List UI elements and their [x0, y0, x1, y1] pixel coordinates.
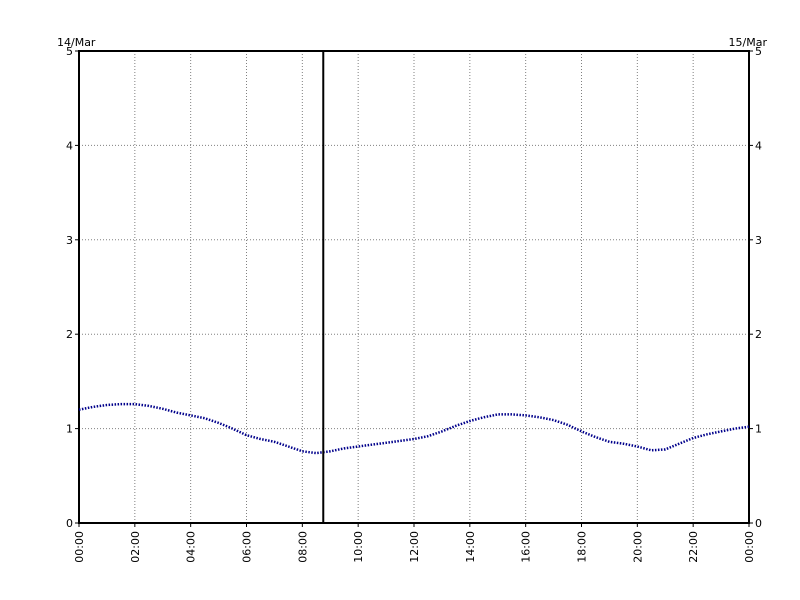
plot-frame: [78, 50, 750, 524]
y-tick-label-left: 1: [66, 423, 73, 436]
x-tick-label: 22:00: [687, 531, 700, 563]
date-label-right: 15/Mar: [729, 36, 768, 49]
x-tick-label: 00:00: [743, 531, 756, 563]
y-tick-label-left: 5: [66, 45, 73, 58]
x-tick-label: 08:00: [296, 531, 309, 563]
y-tick-label-left: 3: [66, 234, 73, 247]
x-tick-label: 06:00: [241, 531, 254, 563]
y-tick-label-left: 4: [66, 139, 73, 152]
x-tick-label: 16:00: [520, 531, 533, 563]
y-tick-label-right: 1: [755, 423, 762, 436]
x-tick-label: 04:00: [185, 531, 198, 563]
x-tick-label: 02:00: [129, 531, 142, 563]
date-label-left: 14/Mar: [57, 36, 96, 49]
y-tick-label-right: 0: [755, 517, 762, 530]
y-tick-label-left: 0: [66, 517, 73, 530]
y-tick-label-left: 2: [66, 328, 73, 341]
x-tick-label: 12:00: [408, 531, 421, 563]
axis-labels: 00:00 02:00 04:00 06:00 08:00 10:00 12:00 14:00…: [66, 45, 762, 563]
x-tick-label: 20:00: [631, 531, 644, 563]
x-tick-label: 14:00: [464, 531, 477, 563]
grid: [79, 51, 749, 523]
x-tick-label: 18:00: [576, 531, 589, 563]
y-tick-label-right: 5: [755, 45, 762, 58]
y-tick-label-right: 2: [755, 328, 762, 341]
y-tick-label-right: 3: [755, 234, 762, 247]
y-tick-label-right: 4: [755, 139, 762, 152]
x-tick-label: 10:00: [352, 531, 365, 563]
axis-ticks: [75, 50, 753, 527]
x-tick-label: 00:00: [73, 531, 86, 563]
